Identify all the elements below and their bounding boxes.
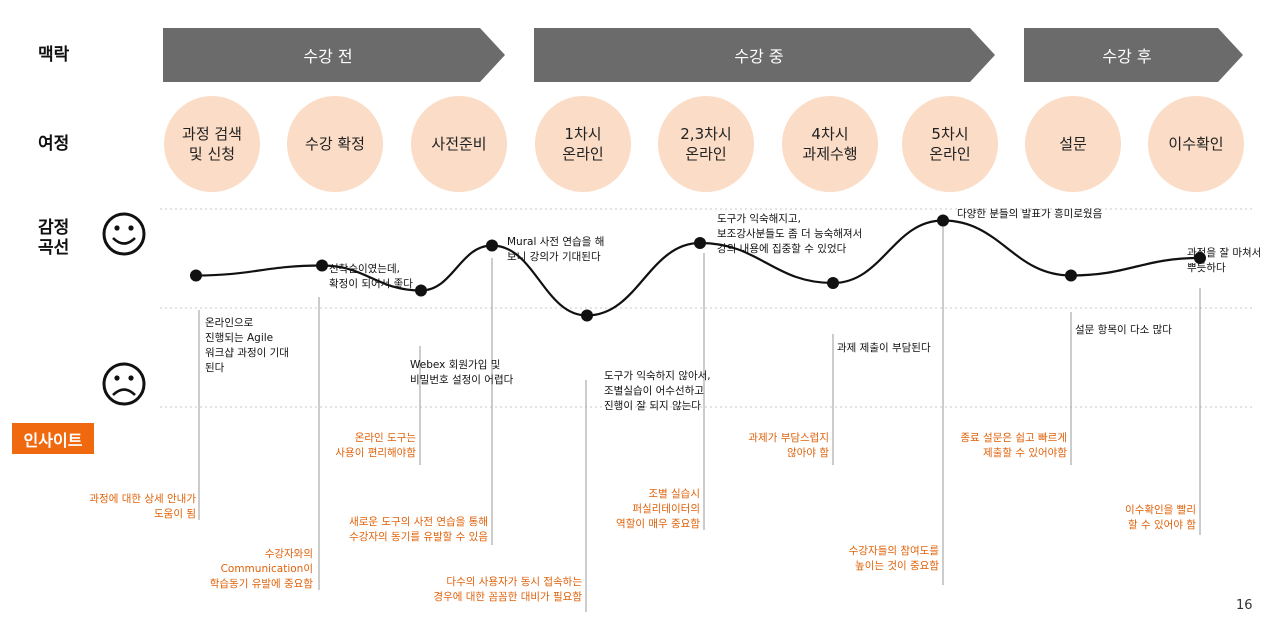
page-number: 16 bbox=[1236, 598, 1253, 613]
emotion-note: 선착순이였는데, 확정이 되어서 좋다 bbox=[329, 263, 413, 290]
emotion-point bbox=[1194, 252, 1206, 264]
journey-step-label: 4차시 과제수행 bbox=[802, 125, 858, 163]
insight-text: 다수의 사용자가 동시 접속하는 경우에 대한 꼼꼼한 대비가 필요함 bbox=[433, 576, 582, 603]
emotion-note: 과제 제출이 부담된다 bbox=[837, 342, 931, 354]
insight-text: 새로운 도구의 사전 연습을 통해 수강자의 동기를 유발할 수 있음 bbox=[349, 516, 488, 543]
emotion-note: Webex 회원가입 및 비밀번호 설정이 어렵다 bbox=[410, 359, 514, 386]
emotion-point bbox=[1065, 269, 1077, 282]
journey-step-label: 이수확인 bbox=[1168, 135, 1224, 153]
emotion-note: 도구가 익숙해지고, 보조강사분들도 좀 더 능숙해져서 강의 내용에 집중할 … bbox=[717, 213, 863, 255]
emotion-point bbox=[581, 309, 593, 322]
phase-arrow-after bbox=[1024, 28, 1243, 82]
emotion-point bbox=[827, 277, 839, 289]
phase-label-during: 수강 중 bbox=[734, 47, 784, 66]
journey-step-label: 설문 bbox=[1059, 135, 1087, 153]
emotion-point bbox=[415, 284, 427, 297]
journey-step-label: 수강 확정 bbox=[305, 135, 365, 153]
emotion-curve bbox=[195, 219, 1201, 317]
emotion-note: 온라인으로 진행되는 Agile 워크샵 과정이 기대 된다 bbox=[205, 317, 289, 374]
journey-step-survey: 설문 bbox=[1025, 96, 1121, 192]
journey-step-search-apply: 과정 검색 및 신청 bbox=[164, 96, 260, 192]
row-label-context: 맥락 bbox=[38, 45, 70, 65]
journey-step-label: 5차시 온라인 bbox=[929, 125, 971, 163]
insight-text: 수강자들의 참여도를 높이는 것이 중요함 bbox=[848, 545, 939, 572]
journey-step-label: 과정 검색 및 신청 bbox=[182, 125, 242, 163]
phase-arrow-before bbox=[163, 28, 505, 82]
row-label-journey: 여정 bbox=[38, 134, 70, 154]
emotion-note: Mural 사전 연습을 해 보니 강의가 기대된다 bbox=[507, 236, 605, 263]
insight-text: 온라인 도구는 사용이 편리해야함 bbox=[335, 432, 416, 459]
emotion-point bbox=[694, 237, 706, 249]
emotion-point bbox=[316, 259, 328, 272]
journey-step-prep: 사전준비 bbox=[411, 96, 507, 192]
journey-step-session5: 5차시 온라인 bbox=[902, 96, 998, 192]
emotion-point bbox=[190, 269, 202, 282]
row-label-emotion: 감정 곡선 bbox=[38, 218, 69, 258]
emotion-point bbox=[486, 239, 498, 252]
journey-step-session4: 4차시 과제수행 bbox=[782, 96, 878, 192]
insight-text: 과정에 대한 상세 안내가 도움이 됨 bbox=[89, 493, 196, 520]
phase-arrow-during bbox=[534, 28, 995, 82]
journey-step-label: 1차시 온라인 bbox=[562, 125, 604, 163]
insight-text: 수강자와의 Communication이 학습동기 유발에 중요함 bbox=[209, 548, 313, 590]
insight-text: 조별 실습시 퍼실리테이터의 역할이 매우 중요함 bbox=[616, 488, 700, 530]
insight-badge: 인사이트 bbox=[12, 423, 94, 454]
insight-text: 종료 설문은 쉽고 빠르게 제출할 수 있어야함 bbox=[960, 432, 1067, 459]
smiley-happy-icon bbox=[102, 212, 146, 256]
journey-step-session2-3: 2,3차시 온라인 bbox=[658, 96, 754, 192]
emotion-point bbox=[937, 214, 949, 227]
row-label-emotion-line2: 곡선 bbox=[38, 238, 70, 258]
insight-text: 이수확인을 빨리 할 수 있어야 함 bbox=[1125, 504, 1196, 531]
phase-label-after: 수강 후 bbox=[1102, 47, 1152, 66]
emotion-note: 설문 항목이 다소 많다 bbox=[1075, 324, 1172, 336]
smiley-sad-icon bbox=[102, 362, 146, 406]
emotion-note: 도구가 익숙하지 않아서, 조별실습이 어수선하고 진행이 잘 되지 않는다 bbox=[604, 370, 711, 412]
insight-text: 과제가 부담스럽지 않아야 함 bbox=[748, 432, 829, 459]
emotion-note: 과정을 잘 마쳐서 뿌듯하다 bbox=[1187, 247, 1262, 274]
journey-step-label: 사전준비 bbox=[431, 135, 487, 153]
phase-label-before: 수강 전 bbox=[303, 47, 353, 66]
journey-step-confirm: 수강 확정 bbox=[287, 96, 383, 192]
journey-step-completion: 이수확인 bbox=[1148, 96, 1244, 192]
emotion-note: 다양한 분들의 발표가 흥미로웠음 bbox=[957, 208, 1103, 220]
journey-step-label: 2,3차시 온라인 bbox=[680, 125, 732, 163]
row-label-emotion-line1: 감정 bbox=[38, 218, 70, 238]
journey-step-session1: 1차시 온라인 bbox=[535, 96, 631, 192]
